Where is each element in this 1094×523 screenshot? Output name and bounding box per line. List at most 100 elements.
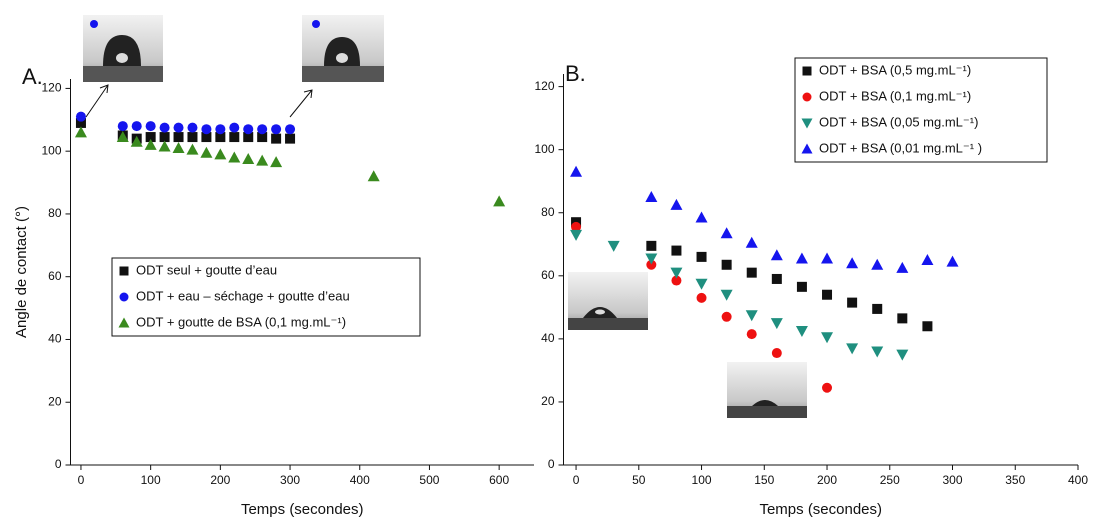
point [846,257,859,269]
x-tick-label: 200 [210,473,230,487]
point [270,156,283,168]
legend-label: ODT + BSA (0,5 mg.mL⁻¹) [819,62,971,77]
point [695,211,708,223]
point [896,261,909,273]
point [145,121,156,132]
point [285,133,296,144]
point [186,143,199,155]
point [846,343,859,355]
legend-marker [119,266,129,276]
point [228,151,241,163]
point [187,122,198,133]
x-tick-label: 300 [280,473,300,487]
point [871,258,884,270]
x-tick-label: 400 [1068,473,1088,487]
x-tick-label: 400 [350,473,370,487]
point [822,289,833,300]
point [871,346,884,358]
y-tick-label: 100 [41,143,61,157]
point [720,289,733,301]
point [367,170,380,182]
point [242,153,255,165]
point [720,227,733,239]
point [271,133,282,144]
point [243,124,254,135]
point [670,267,683,279]
point [570,165,583,177]
point [158,140,171,152]
point [200,146,213,158]
point [897,313,908,324]
legend-label: ODT + goutte de BSA (0,1 mg.mL⁻¹) [136,314,346,329]
point [172,142,185,154]
point [285,124,296,135]
y-tick-label: 60 [541,268,555,282]
point [130,135,143,147]
y-tick-label: 40 [48,332,62,346]
point [229,122,240,133]
point [795,252,808,264]
point [159,132,170,143]
point [117,121,128,132]
legend-label: ODT seul + goutte d’eau [136,262,277,277]
point [256,154,269,166]
point [116,131,129,143]
x-tick-label: 0 [78,473,85,487]
point [201,132,212,143]
point [257,132,268,143]
point [201,124,212,135]
y-axis-label: Angle de contact (°) [13,206,30,338]
point [173,122,184,133]
point [74,126,87,138]
y-tick-label: 80 [541,205,555,219]
point [215,132,226,143]
point [821,332,834,344]
legend-box [794,57,1048,163]
y-tick-label: 60 [48,269,62,283]
x-axis-label: Temps (secondes) [759,501,882,518]
x-tick-label: 250 [880,473,900,487]
point [243,132,254,143]
point [671,245,682,256]
panel-label: A. [22,64,43,89]
point [822,382,833,393]
point [770,249,783,261]
x-tick-label: 300 [942,473,962,487]
point [271,124,282,135]
legend-marker [801,143,813,154]
point [671,275,682,286]
point [771,273,782,284]
point [173,132,184,143]
point [872,303,883,314]
x-tick-label: 600 [489,473,509,487]
y-tick-label: 120 [534,79,554,93]
point [746,329,757,340]
point [215,124,226,135]
point [493,195,506,207]
point [571,221,582,232]
legend-marker [801,118,813,129]
point [131,121,142,132]
x-tick-label: 500 [419,473,439,487]
x-axis-label: Temps (secondes) [241,501,364,518]
point [946,255,959,267]
y-tick-label: 20 [541,394,555,408]
point [771,348,782,359]
point [645,253,658,265]
point [745,310,758,322]
y-tick-label: 0 [55,457,62,471]
point [696,292,707,303]
point [796,281,807,292]
point [159,122,170,133]
point [721,311,732,322]
point [607,240,620,252]
x-tick-label: 150 [754,473,774,487]
legend-label: ODT + BSA (0,1 mg.mL⁻¹) [819,88,971,103]
point [821,252,834,264]
x-tick-label: 50 [632,473,646,487]
legend-marker [118,317,130,328]
x-tick-label: 350 [1005,473,1025,487]
panel-label: B. [565,61,586,86]
y-tick-label: 80 [48,206,62,220]
